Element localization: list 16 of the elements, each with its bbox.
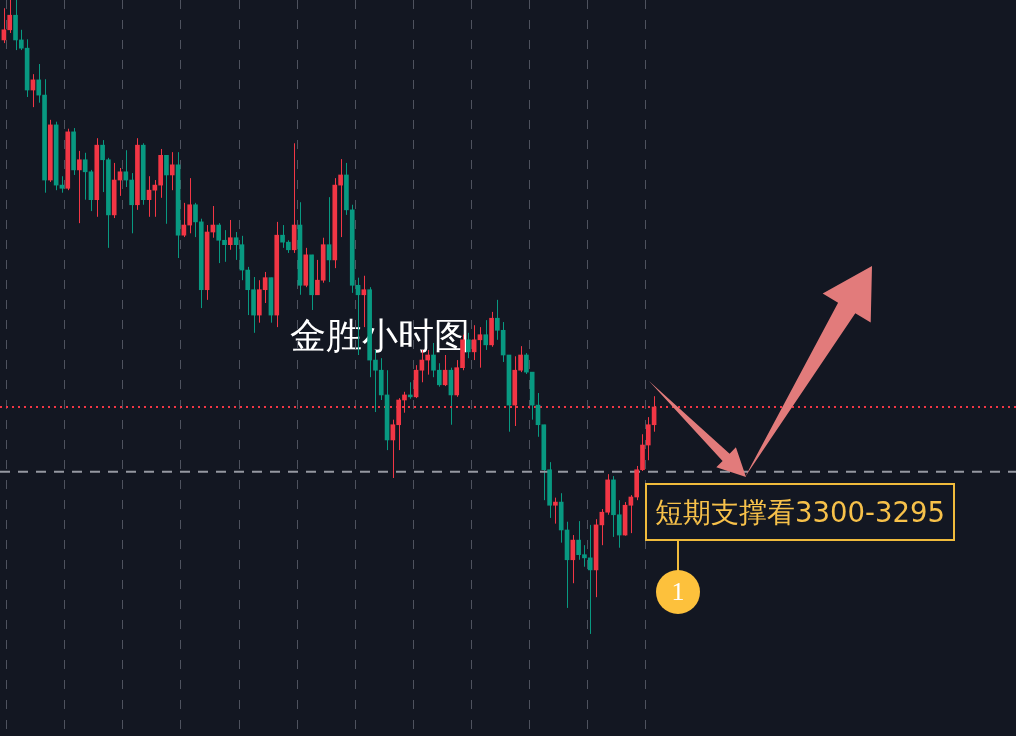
candlestick [169, 151, 175, 191]
candlestick [227, 219, 233, 251]
candlestick [193, 202, 198, 238]
candlestick [280, 224, 285, 249]
candlestick [77, 150, 82, 224]
candlestick [123, 149, 129, 188]
candlestick [164, 154, 169, 225]
candlestick [466, 332, 471, 359]
candlestick [570, 534, 576, 584]
candlestick [36, 63, 42, 104]
candlestick [524, 352, 529, 375]
candlestick [587, 524, 593, 635]
candlestick [338, 158, 343, 238]
candlestick [483, 319, 489, 351]
candlestick [187, 177, 192, 234]
candlestick [553, 497, 558, 525]
